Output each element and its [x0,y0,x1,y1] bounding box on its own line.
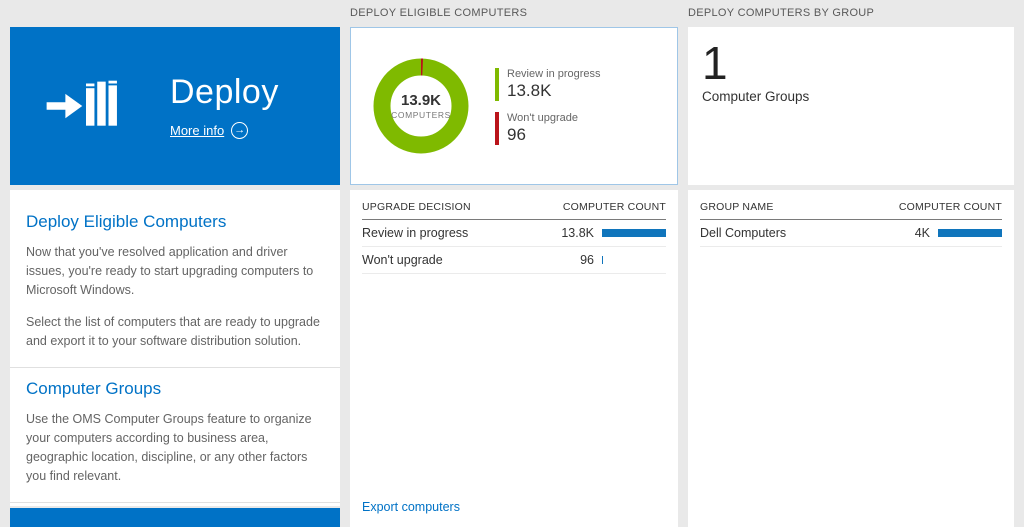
table-row-review-in-progress[interactable]: Review in progress 13.8K [362,220,666,247]
section-heading-computer-groups: Computer Groups [26,379,162,398]
eligible-computers-card[interactable]: 13.9K COMPUTERS Review in progress 13.8K… [350,27,678,185]
legend-value: 96 [507,124,526,144]
table-header-row: GROUP NAME COMPUTER COUNT [700,190,1002,220]
column-header-computer-count: COMPUTER COUNT [898,201,1002,213]
row-value: 13.8K [561,226,594,240]
tile-title: Deploy [170,73,279,111]
legend-value: 13.8K [507,80,552,100]
section-heading-deploy-eligible: Deploy Eligible Computers [26,212,227,231]
more-info-link[interactable]: More info [170,123,225,138]
row-bar [938,229,1002,237]
paragraph: Now that you've resolved application and… [26,245,314,297]
left-column-header [10,5,340,27]
more-info-row: More info → [170,122,279,139]
divider [10,502,340,503]
column-header-groups: DEPLOY COMPUTERS BY GROUP [688,7,875,19]
row-label: Review in progress [362,226,469,240]
group-count-label: Computer Groups [702,89,810,105]
left-footer-bar [10,508,340,527]
section-deploy-eligible: Deploy Eligible Computers Now that you'v… [26,204,324,364]
row-value: 96 [580,253,594,267]
column-header-computer-count: COMPUTER COUNT [562,201,666,213]
donut-center-value: 13.9K [400,92,442,109]
description-panel: Deploy Eligible Computers Now that you'v… [10,190,340,506]
group-table: GROUP NAME COMPUTER COUNT Dell Computers… [688,190,1014,527]
deploy-tile[interactable]: Deploy More info → [10,27,340,185]
tile-text: Deploy More info → [170,73,279,139]
left-column: Deploy More info → Deploy Eligible Compu… [10,5,340,527]
column-header-upgrade-decision: UPGRADE DECISION [362,201,471,213]
legend-item-review-in-progress: Review in progress 13.8K [495,67,601,101]
table-row-dell-computers[interactable]: Dell Computers 4K [700,220,1002,247]
upgrade-decision-table: UPGRADE DECISION COMPUTER COUNT Review i… [350,190,678,527]
donut-center: 13.9K COMPUTERS [371,56,471,156]
column-header-eligible: DEPLOY ELIGIBLE COMPUTERS [350,7,528,19]
column-header-group-name: GROUP NAME [700,201,774,213]
legend-label: Review in progress [507,67,601,80]
donut-chart: 13.9K COMPUTERS [371,56,471,156]
section-computer-groups: Computer Groups Use the OMS Computer Gro… [26,371,324,499]
computer-groups-column: DEPLOY COMPUTERS BY GROUP 1 Computer Gro… [688,5,1014,527]
row-label: Dell Computers [700,226,787,240]
legend-swatch-red [495,111,499,145]
table-header-row: UPGRADE DECISION COMPUTER COUNT [362,190,666,220]
legend-item-wont-upgrade: Won't upgrade 96 [495,111,601,145]
paragraph: Select the list of computers that are re… [26,315,320,348]
group-count: 1 [702,37,728,89]
donut-legend: Review in progress 13.8K Won't upgrade 9… [495,67,601,145]
legend-label: Won't upgrade [507,111,579,124]
row-bar [602,229,666,237]
paragraph: Use the OMS Computer Groups feature to o… [26,412,312,483]
row-label: Won't upgrade [362,253,443,267]
export-computers-link[interactable]: Export computers [362,500,460,514]
more-info-arrow-icon[interactable]: → [231,122,249,139]
eligible-computers-column: DEPLOY ELIGIBLE COMPUTERS 13.9K COMPUTER… [350,5,678,527]
row-bar [602,256,666,264]
donut-center-label: COMPUTERS [391,110,451,120]
table-row-wont-upgrade[interactable]: Won't upgrade 96 [362,247,666,274]
computer-groups-card[interactable]: 1 Computer Groups [688,27,1014,185]
legend-swatch-green [495,67,499,101]
row-value: 4K [914,226,930,240]
deploy-books-arrow-icon [44,76,128,136]
divider [10,367,340,368]
